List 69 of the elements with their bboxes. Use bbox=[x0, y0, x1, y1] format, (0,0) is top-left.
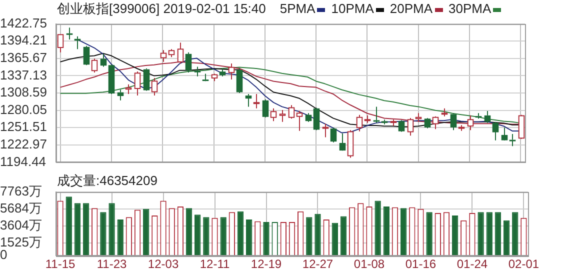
bar bbox=[512, 212, 518, 256]
x-tick-label: 01-16 bbox=[405, 257, 436, 272]
bar bbox=[117, 220, 124, 256]
bar bbox=[426, 212, 432, 256]
y-tick-label: 7763万 bbox=[0, 184, 42, 199]
bar bbox=[220, 217, 226, 256]
bar bbox=[494, 212, 502, 256]
legend-label: 30PMA bbox=[448, 1, 492, 16]
y-tick-label: 1222.97 bbox=[0, 136, 47, 152]
candlestick bbox=[484, 110, 491, 124]
legend-label: 10PMA bbox=[331, 1, 374, 16]
bar bbox=[194, 214, 201, 256]
candlestick bbox=[373, 106, 380, 124]
bar bbox=[263, 222, 270, 256]
y-tick-label: 1337.13 bbox=[0, 67, 47, 82]
bar bbox=[503, 220, 510, 256]
y-tick-label: 1280.05 bbox=[0, 102, 47, 117]
x-tick-label: 02-01 bbox=[508, 257, 540, 272]
x-tick-label: 01-08 bbox=[354, 257, 385, 272]
bar bbox=[143, 208, 150, 256]
candlestick bbox=[117, 89, 124, 101]
bar bbox=[332, 222, 338, 256]
x-tick-label: 12-11 bbox=[200, 257, 230, 272]
candlestick bbox=[492, 121, 499, 141]
y-tick-label: 1525万 bbox=[0, 234, 42, 250]
y-tick-label: 1308.59 bbox=[0, 84, 47, 100]
legend-label: 20PMA bbox=[390, 1, 433, 16]
candlestick bbox=[509, 134, 516, 147]
candlestick bbox=[66, 27, 73, 40]
bar bbox=[203, 217, 210, 256]
bar bbox=[314, 214, 321, 256]
bar bbox=[108, 203, 115, 256]
candlestick bbox=[245, 93, 252, 108]
bar bbox=[383, 206, 390, 256]
y-tick-label: 0 bbox=[0, 247, 8, 262]
y-tick-label: 1194.44 bbox=[0, 154, 46, 169]
y-tick-label: 1422.75 bbox=[0, 15, 47, 30]
x-tick-label: 12-27 bbox=[302, 257, 334, 272]
bar bbox=[340, 216, 347, 256]
bar bbox=[306, 217, 312, 256]
bar bbox=[478, 212, 484, 256]
candlestick bbox=[194, 66, 201, 77]
bar bbox=[186, 208, 192, 256]
bar bbox=[82, 203, 90, 256]
y-tick-label: 5684万 bbox=[0, 200, 42, 216]
x-tick-label: 01-24 bbox=[456, 257, 488, 272]
x-tick-label: 12-03 bbox=[148, 257, 179, 272]
candlestick bbox=[424, 118, 431, 129]
bar bbox=[246, 220, 252, 256]
x-tick-label: 11-15 bbox=[45, 257, 76, 272]
candlestick bbox=[305, 112, 312, 122]
x-tick-label: 12-19 bbox=[250, 257, 282, 272]
bar bbox=[400, 208, 407, 256]
bar bbox=[374, 200, 381, 256]
y-tick-label: 1365.67 bbox=[0, 50, 47, 65]
bar bbox=[237, 211, 244, 256]
bar bbox=[452, 215, 458, 256]
y-tick-label: 1251.51 bbox=[0, 119, 47, 134]
legend-label: 5PMA bbox=[280, 1, 316, 16]
y-tick-label: 1394.21 bbox=[0, 32, 47, 48]
x-tick-label: 11-23 bbox=[96, 257, 128, 272]
y-tick-label: 3604万 bbox=[0, 218, 42, 233]
bar bbox=[100, 212, 106, 256]
chart-title: 成交量:46354209 bbox=[57, 172, 158, 189]
bar bbox=[486, 212, 492, 256]
candlestick bbox=[501, 127, 508, 140]
chart-title: 创业板指[399006] 2019-02-01 15:40 bbox=[57, 0, 266, 18]
bar bbox=[74, 203, 81, 256]
bar bbox=[66, 196, 72, 256]
